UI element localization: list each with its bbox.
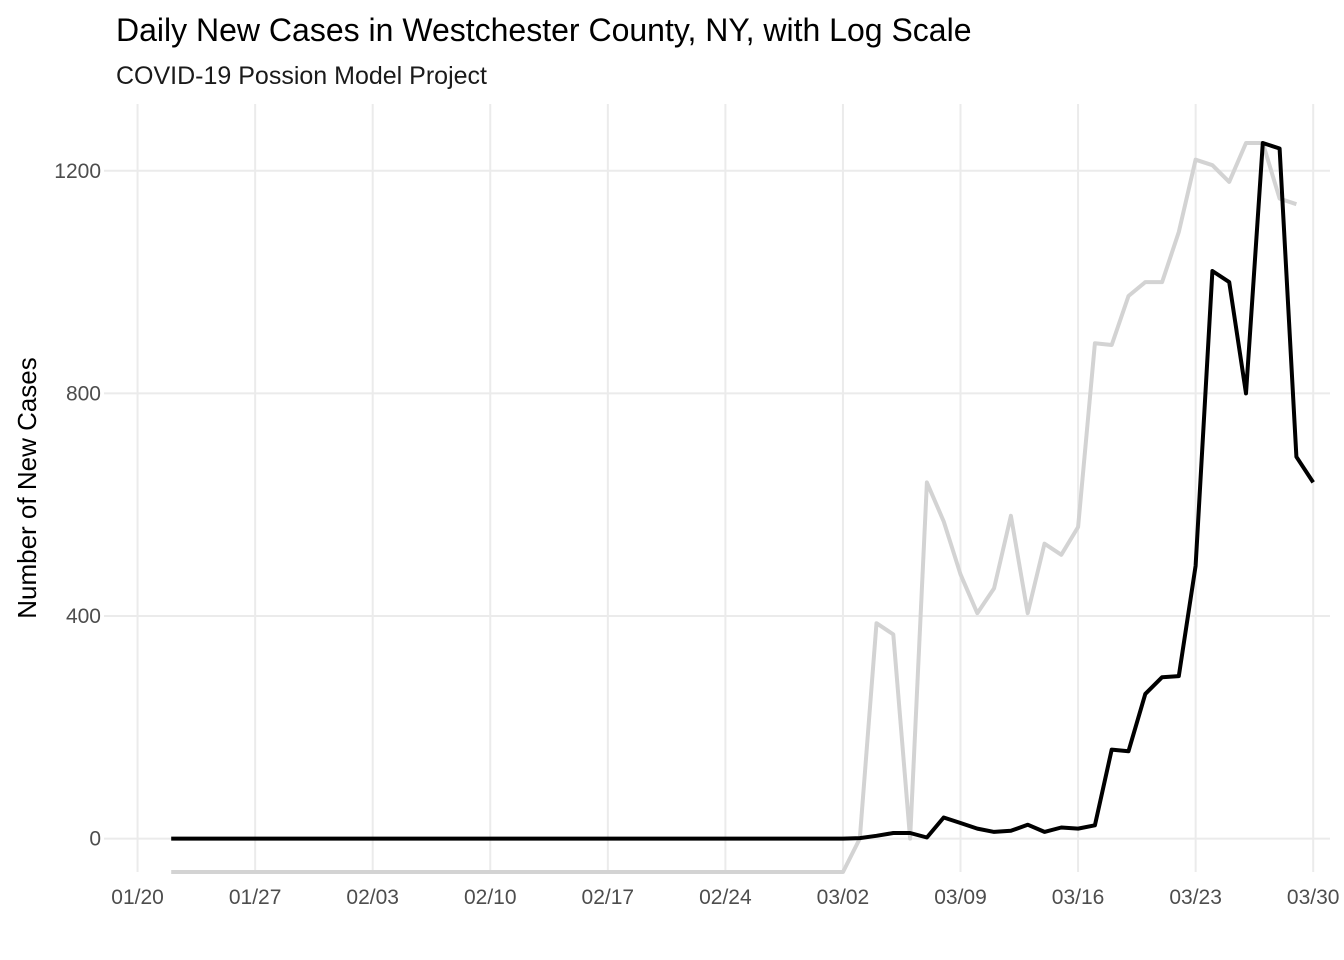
- chart-subtitle: COVID-19 Possion Model Project: [116, 62, 487, 90]
- y-tick-label: 800: [66, 382, 101, 405]
- y-tick-label: 1200: [54, 160, 101, 183]
- series-lines: [171, 141, 1315, 874]
- x-tick-label: 03/09: [934, 886, 987, 909]
- y-axis-label: Number of New Cases: [12, 357, 42, 619]
- x-tick-label: 02/24: [699, 886, 752, 909]
- y-tick-label: 0: [89, 828, 101, 851]
- x-tick-label: 01/20: [111, 886, 164, 909]
- x-tick-label: 02/17: [582, 886, 635, 909]
- x-tick-label: 03/02: [817, 886, 870, 909]
- chart-title: Daily New Cases in Westchester County, N…: [116, 12, 971, 48]
- x-tick-label: 02/03: [346, 886, 399, 909]
- x-tick-label: 03/23: [1169, 886, 1222, 909]
- x-axis-ticks: 01/20 01/27 02/03 02/10 02/17 02/24 03/02 03/09…: [111, 886, 1339, 909]
- grid: [104, 104, 1330, 872]
- x-tick-label: 02/10: [464, 886, 517, 909]
- x-tick-label: 03/16: [1052, 886, 1105, 909]
- x-tick-label: 03/30: [1287, 886, 1340, 909]
- x-tick-label: 01/27: [229, 886, 282, 909]
- series-line: [171, 141, 1298, 874]
- y-tick-label: 400: [66, 605, 101, 628]
- series-line: [171, 141, 1315, 841]
- y-axis-ticks: 0 400 800 1200: [54, 160, 101, 851]
